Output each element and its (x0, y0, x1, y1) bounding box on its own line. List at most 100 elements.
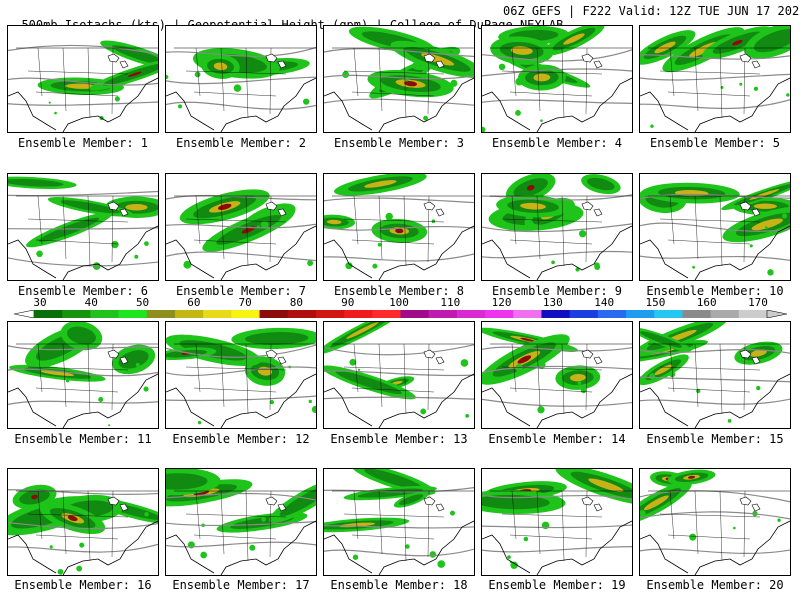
state-lines (659, 343, 761, 415)
ensemble-member-label: Ensemble Member: 13 (330, 432, 468, 446)
height-contour (166, 46, 316, 57)
height-contour (8, 190, 158, 197)
colorbar-swatch (682, 310, 712, 318)
ensemble-map-panel (639, 468, 791, 576)
isotach-dark-green-area (335, 370, 402, 395)
isotach-patch (537, 406, 545, 414)
coastline (324, 77, 474, 132)
ensemble-member-label: Ensemble Member: 16 (14, 578, 152, 592)
isotach-patch (372, 263, 378, 269)
isotach-patch (200, 551, 208, 559)
great-lakes (107, 496, 129, 512)
height-contour (324, 370, 474, 377)
coastline (640, 77, 790, 132)
isotach-patch (249, 544, 256, 551)
isotach-patch (523, 536, 529, 542)
isotach-patch (753, 86, 758, 91)
isotach-patch (692, 265, 696, 269)
height-contour (640, 193, 790, 200)
forecast-map (8, 322, 158, 428)
isotach-patch (183, 260, 192, 269)
ensemble-map-panel (639, 321, 791, 429)
isotach-patch (134, 254, 139, 259)
isotach-yellow-core (65, 83, 96, 89)
forecast-map (8, 176, 158, 280)
colorbar-tick-label: 70 (238, 296, 252, 309)
state-lines (659, 195, 761, 267)
forecast-map (482, 469, 632, 575)
forecast-map (324, 174, 474, 280)
isotach-patch (49, 545, 53, 549)
isotach-patch (108, 424, 111, 427)
colorbar-swatch (400, 310, 430, 318)
colorbar-swatch (34, 310, 63, 318)
isotach-patch (650, 124, 654, 128)
forecast-map (8, 40, 158, 132)
height-contour (482, 68, 632, 77)
isotach-red-core (128, 71, 142, 77)
isotach-red-core (67, 515, 78, 522)
colorbar-swatch (372, 310, 401, 318)
isotach-yellow-core (520, 202, 546, 210)
coastline (8, 225, 158, 280)
great-lakes (581, 53, 603, 69)
ensemble-member-label: Ensemble Member: 12 (172, 432, 310, 446)
height-contour (482, 250, 632, 259)
colorbar-swatch (738, 310, 768, 318)
height-contour (640, 99, 790, 110)
great-lakes (581, 201, 603, 217)
height-contour (166, 366, 316, 377)
state-lines (185, 343, 287, 415)
state-lines (501, 195, 603, 267)
isotach-yellow-core (510, 46, 533, 55)
colorbar-right-arrow (766, 310, 787, 318)
isotach-patch (498, 63, 506, 71)
ensemble-map-panel (165, 25, 317, 133)
coastline (324, 373, 474, 428)
isotach-patch (269, 399, 275, 405)
isotach-patch (733, 526, 736, 530)
coastline (482, 520, 632, 575)
isotach-dark-green-area (364, 469, 423, 490)
height-contour (324, 396, 474, 400)
isotach-red-core (687, 475, 696, 479)
isotach-patch (178, 104, 183, 109)
forecast-map (324, 469, 474, 575)
ensemble-member-label: Ensemble Member: 2 (175, 136, 307, 150)
isotach-dark-green-area (8, 179, 64, 187)
coastline (482, 77, 632, 132)
isotach-dark-green-area (399, 494, 424, 505)
isotach-yellow-core (753, 203, 777, 209)
isotach-patch (449, 510, 455, 516)
isotach-patch (261, 517, 266, 522)
isotach-yellow-core (654, 41, 676, 54)
height-contour (8, 77, 158, 86)
isotach-yellow-core (213, 62, 228, 71)
state-lines (501, 343, 603, 415)
coastline (640, 373, 790, 428)
isotach-yellow-core (533, 73, 551, 82)
height-contour (324, 487, 474, 493)
isotach-yellow-core (588, 478, 624, 492)
great-lakes (739, 201, 761, 217)
colorbar-swatch (259, 310, 289, 318)
isotach-yellow-core (326, 219, 342, 225)
isotach-patch (537, 360, 546, 369)
isotach-patch (764, 226, 768, 230)
great-lakes (423, 496, 445, 512)
great-lakes (739, 53, 761, 69)
isotach-patch (144, 241, 149, 246)
isotach-patch (727, 419, 732, 423)
coastline (8, 520, 158, 575)
great-lakes (107, 53, 129, 69)
isotach-yellow-core (750, 349, 767, 357)
isotach-patch (98, 396, 104, 403)
forecast-map (324, 322, 474, 428)
coastline (482, 225, 632, 280)
isotach-yellow-core (570, 373, 586, 382)
colorbar-tick-label: 130 (542, 296, 563, 309)
ensemble-member-label: Ensemble Member: 6 (17, 284, 149, 298)
isotach-patch (194, 71, 201, 78)
isotach-dark-green-area (640, 331, 683, 348)
height-contour (166, 101, 316, 110)
